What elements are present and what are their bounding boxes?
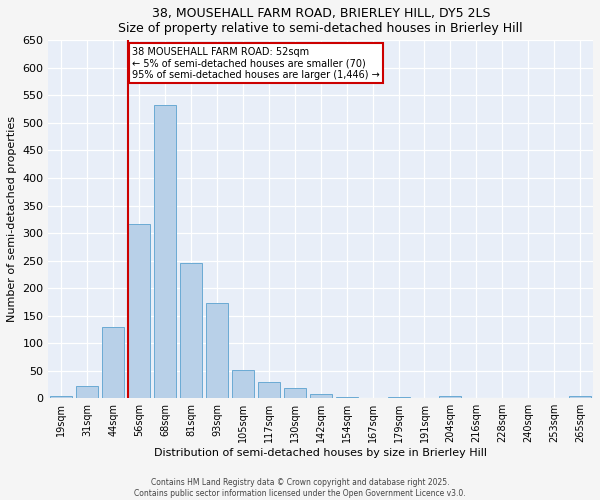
Bar bbox=[50, 396, 73, 398]
Bar bbox=[310, 394, 332, 398]
Title: 38, MOUSEHALL FARM ROAD, BRIERLEY HILL, DY5 2LS
Size of property relative to sem: 38, MOUSEHALL FARM ROAD, BRIERLEY HILL, … bbox=[118, 7, 523, 35]
Bar bbox=[180, 264, 202, 398]
Bar bbox=[258, 382, 280, 398]
Bar bbox=[206, 303, 228, 398]
Bar bbox=[76, 386, 98, 398]
Bar bbox=[569, 396, 591, 398]
Bar bbox=[388, 396, 410, 398]
Bar bbox=[284, 388, 306, 398]
Bar bbox=[335, 397, 358, 398]
Text: 38 MOUSEHALL FARM ROAD: 52sqm
← 5% of semi-detached houses are smaller (70)
95% : 38 MOUSEHALL FARM ROAD: 52sqm ← 5% of se… bbox=[132, 47, 380, 80]
Y-axis label: Number of semi-detached properties: Number of semi-detached properties bbox=[7, 116, 17, 322]
X-axis label: Distribution of semi-detached houses by size in Brierley Hill: Distribution of semi-detached houses by … bbox=[154, 448, 487, 458]
Bar bbox=[128, 224, 150, 398]
Text: Contains HM Land Registry data © Crown copyright and database right 2025.
Contai: Contains HM Land Registry data © Crown c… bbox=[134, 478, 466, 498]
Bar bbox=[102, 326, 124, 398]
Bar bbox=[154, 106, 176, 399]
Bar bbox=[439, 396, 461, 398]
Bar bbox=[232, 370, 254, 398]
